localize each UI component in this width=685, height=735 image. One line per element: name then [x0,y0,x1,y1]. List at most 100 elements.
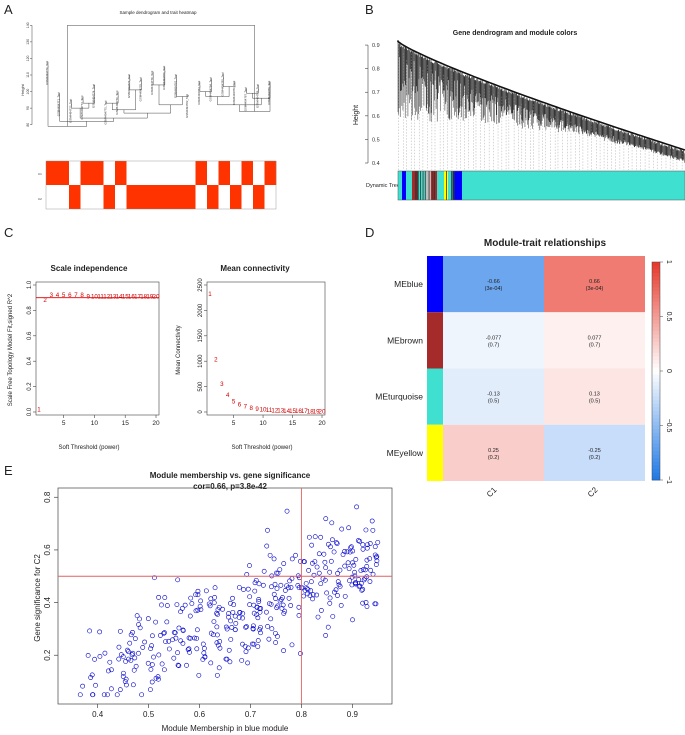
panel-a-sample-label: GSM4494781_Test [174,74,178,98]
panel-a-trait-cell [103,161,116,185]
panel-c-mc-power-label: 16 [295,408,302,415]
panel-a-dendro-link [123,104,171,114]
panel-e-point [247,563,252,568]
panel-e-point [151,654,156,660]
panel-e-point [264,543,270,549]
panel-e-point [226,611,231,616]
panel-e-point [325,624,331,630]
panel-e-frame [57,487,393,705]
panel-e-point [132,636,138,642]
panel-e-point [256,581,262,587]
panel-e-point [363,527,369,533]
panel-e-point [172,630,178,636]
panel-d-module-label: MEturquoise [375,392,423,402]
panel-e-point [364,545,370,551]
panel-d-legend-step [652,356,660,361]
panel-e-point [130,650,136,656]
panel-e-point [309,542,315,548]
panel-e-point [216,604,222,610]
panel-d-legend-step [652,440,660,445]
panel-e-point [105,692,110,698]
panel-d-legend-step [652,316,660,321]
panel-e-point [314,564,320,570]
panel-c-si-power-label: 8 [80,292,84,299]
panel-e-point [212,585,218,591]
panel-c-si-power-label: 3 [50,292,54,299]
panel-e-point [281,648,286,654]
panel-e-point [116,644,122,650]
panel-d-legend-step [652,403,660,408]
panel-c-mc-y-tick-label: 0 [198,410,204,414]
panel-d-legend-step [652,280,660,285]
panel-e-point [182,602,188,608]
panel-d-legend-step [652,378,660,383]
panel-e-point [306,567,312,573]
panel-a-trait-cell [264,161,277,185]
panel-e-point [367,556,373,562]
panel-e-point [223,656,229,662]
panel-d-title: Module-trait relationships [484,238,607,249]
panel-e-point [195,607,201,613]
panel-d-module-color [427,312,443,369]
panel-d-legend-step [652,385,660,390]
panel-e-point [130,629,135,635]
panel-e-point [303,581,309,586]
panel-d-legend-step [652,269,660,274]
panel-e-point [142,639,147,645]
panel-d-legend-step [652,349,660,354]
panel-b-module-line [428,171,430,200]
panel-e-point [251,610,257,616]
panel-d-cell-pvalue: (0.2) [488,455,499,461]
panel-b-module-line [420,171,421,200]
panel-a-trait-cell [218,185,231,209]
panel-c-mc-xlabel: Soft Threshold (power) [232,445,293,451]
panel-e-point [318,581,324,587]
panel-d-module-color [427,256,443,313]
panel-a-trait-cell [241,161,254,185]
panel-e-point [365,542,370,548]
panel-d-legend-step [652,392,660,397]
panel-e-point [236,615,242,620]
panel-e-point [358,568,364,573]
panel-e-point [282,588,288,593]
panel-e-point [232,627,238,633]
panel-e-point [293,552,298,558]
panel-b-module-segment [462,171,685,200]
panel-e-point [347,549,353,555]
panel-e-point [289,642,295,648]
panel-e-point [180,641,186,646]
panel-e-point [159,661,165,667]
panel-d-legend-label: 0 [665,369,672,373]
panel-e-point [360,542,366,548]
panel-e-point [334,540,339,546]
panel-d-legend-step [652,338,660,343]
panel-e-point [176,625,182,631]
panel-e-point [232,613,238,619]
panel-d-cell [544,312,645,369]
panel-e-point [171,655,177,661]
panel-b-module-segment [425,171,431,200]
panel-e-point [311,572,317,578]
panel-d-legend-step [652,360,660,365]
panel-e-point [318,608,324,613]
panel-d-legend-step [652,410,660,415]
panel-a-sample-label: GSM4494774_Test [92,84,96,108]
panel-c-mc-power-label: 6 [238,401,242,408]
panel-d-legend-label: −1 [665,476,672,484]
panel-e-point [228,637,234,642]
panel-c-si-y-tick-label: 0.8 [27,306,33,315]
panel-e-point [230,595,235,601]
panel-a-trait-cell [92,161,104,185]
panel-e-point [194,646,200,652]
panel-d-cell-pvalue: (0.5) [589,399,600,405]
panel-d-legend-step [652,272,660,277]
panel-d-module-color [427,368,443,425]
panel-c-si-y-tick-label: 0.2 [27,382,33,391]
panel-e-point [340,552,346,557]
panel-c-mc-power-label: 7 [244,403,248,410]
panel-e-point [226,647,232,653]
panel-d-legend-step [652,389,660,394]
panel-a-trait-cell [103,185,116,209]
panel-b-module-segment [437,171,444,200]
panel-d-cell-value: 0.077 [588,335,602,341]
